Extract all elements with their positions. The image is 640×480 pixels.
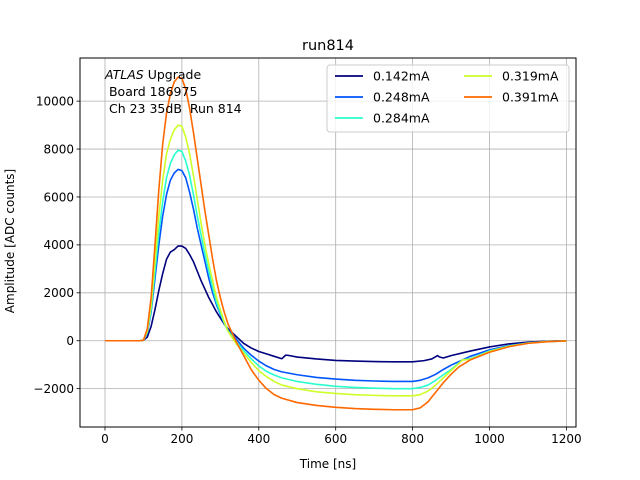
- series-line-0.319mA: [104, 124, 567, 397]
- x-tick-label: 0: [101, 432, 109, 446]
- x-tick-label: 1000: [474, 432, 505, 446]
- legend-item: 0.319mA: [464, 69, 559, 84]
- y-tick-label: −2000: [33, 382, 74, 396]
- legend-label: 0.284mA: [373, 111, 430, 126]
- series-line-0.391mA: [104, 76, 567, 411]
- x-tick-label: 600: [324, 432, 347, 446]
- y-axis-label: Amplitude [ADC counts]: [3, 169, 17, 313]
- legend-item: 0.248mA: [335, 90, 430, 105]
- y-axis-ticks: −2000 0 2000 4000 6000 8000 10000: [33, 94, 80, 396]
- annotation-line-2: Board 186975: [105, 84, 197, 99]
- annotation-atlas: ATLAS: [104, 67, 144, 82]
- legend-box: [326, 64, 570, 133]
- chart-title: run814: [302, 38, 354, 54]
- y-tick-label: 0: [66, 334, 74, 348]
- y-tick-label: 4000: [43, 238, 74, 252]
- x-axis-ticks: 0 200 400 600 800 1000 1200: [101, 427, 582, 446]
- legend-label: 0.248mA: [373, 90, 430, 105]
- x-tick-label: 200: [170, 432, 193, 446]
- x-axis-label: Time [ns]: [299, 457, 356, 471]
- y-tick-label: 10000: [36, 94, 74, 108]
- axes-frame: [79, 57, 577, 428]
- annotation-line-3: Ch 23 35dB Run 814: [105, 101, 242, 116]
- annotation-line-1: ATLAS Upgrade: [104, 67, 201, 82]
- annotation-upgrade: Upgrade: [144, 67, 202, 82]
- legend-item: 0.142mA: [335, 69, 430, 84]
- legend-label: 0.319mA: [502, 69, 559, 84]
- legend-item: 0.284mA: [335, 111, 430, 126]
- series-lines: [104, 76, 567, 411]
- legend: 0.142mA 0.248mA 0.284mA 0.319mA 0.391mA: [326, 64, 570, 133]
- y-tick-label: 6000: [43, 190, 74, 204]
- x-tick-label: 400: [247, 432, 270, 446]
- legend-label: 0.391mA: [502, 90, 559, 105]
- y-tick-label: 8000: [43, 142, 74, 156]
- annotation: ATLAS Upgrade Board 186975 Ch 23 35dB Ru…: [104, 67, 242, 116]
- legend-item: 0.391mA: [464, 90, 559, 105]
- x-tick-label: 800: [401, 432, 424, 446]
- y-tick-label: 2000: [43, 286, 74, 300]
- x-tick-label: 1200: [551, 432, 582, 446]
- legend-label: 0.142mA: [373, 69, 430, 84]
- series-line-0.142mA: [104, 245, 567, 363]
